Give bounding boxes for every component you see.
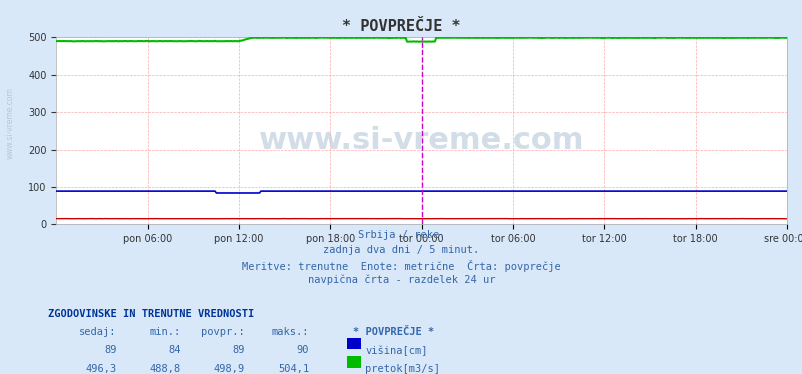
Text: sedaj:: sedaj: (79, 327, 116, 337)
Text: pretok[m3/s]: pretok[m3/s] (365, 364, 439, 374)
Text: 488,8: 488,8 (149, 364, 180, 374)
Text: 89: 89 (103, 345, 116, 355)
Text: Srbija / reke.: Srbija / reke. (358, 230, 444, 240)
Text: 84: 84 (168, 345, 180, 355)
Text: navpična črta - razdelek 24 ur: navpična črta - razdelek 24 ur (307, 275, 495, 285)
Text: 498,9: 498,9 (213, 364, 245, 374)
Text: * POVPREČJE *: * POVPREČJE * (342, 19, 460, 34)
Text: min.:: min.: (149, 327, 180, 337)
Text: Meritve: trenutne  Enote: metrične  Črta: povprečje: Meritve: trenutne Enote: metrične Črta: … (242, 260, 560, 272)
Text: 89: 89 (232, 345, 245, 355)
Text: ZGODOVINSKE IN TRENUTNE VREDNOSTI: ZGODOVINSKE IN TRENUTNE VREDNOSTI (48, 309, 254, 319)
Text: www.si-vreme.com: www.si-vreme.com (6, 88, 15, 159)
Text: www.si-vreme.com: www.si-vreme.com (258, 126, 584, 155)
Text: 496,3: 496,3 (85, 364, 116, 374)
Text: višina[cm]: višina[cm] (365, 345, 427, 356)
Text: povpr.:: povpr.: (201, 327, 245, 337)
Text: maks.:: maks.: (271, 327, 309, 337)
Text: * POVPREČJE *: * POVPREČJE * (353, 327, 434, 337)
Text: 90: 90 (296, 345, 309, 355)
Text: 504,1: 504,1 (277, 364, 309, 374)
Text: zadnja dva dni / 5 minut.: zadnja dva dni / 5 minut. (323, 245, 479, 255)
